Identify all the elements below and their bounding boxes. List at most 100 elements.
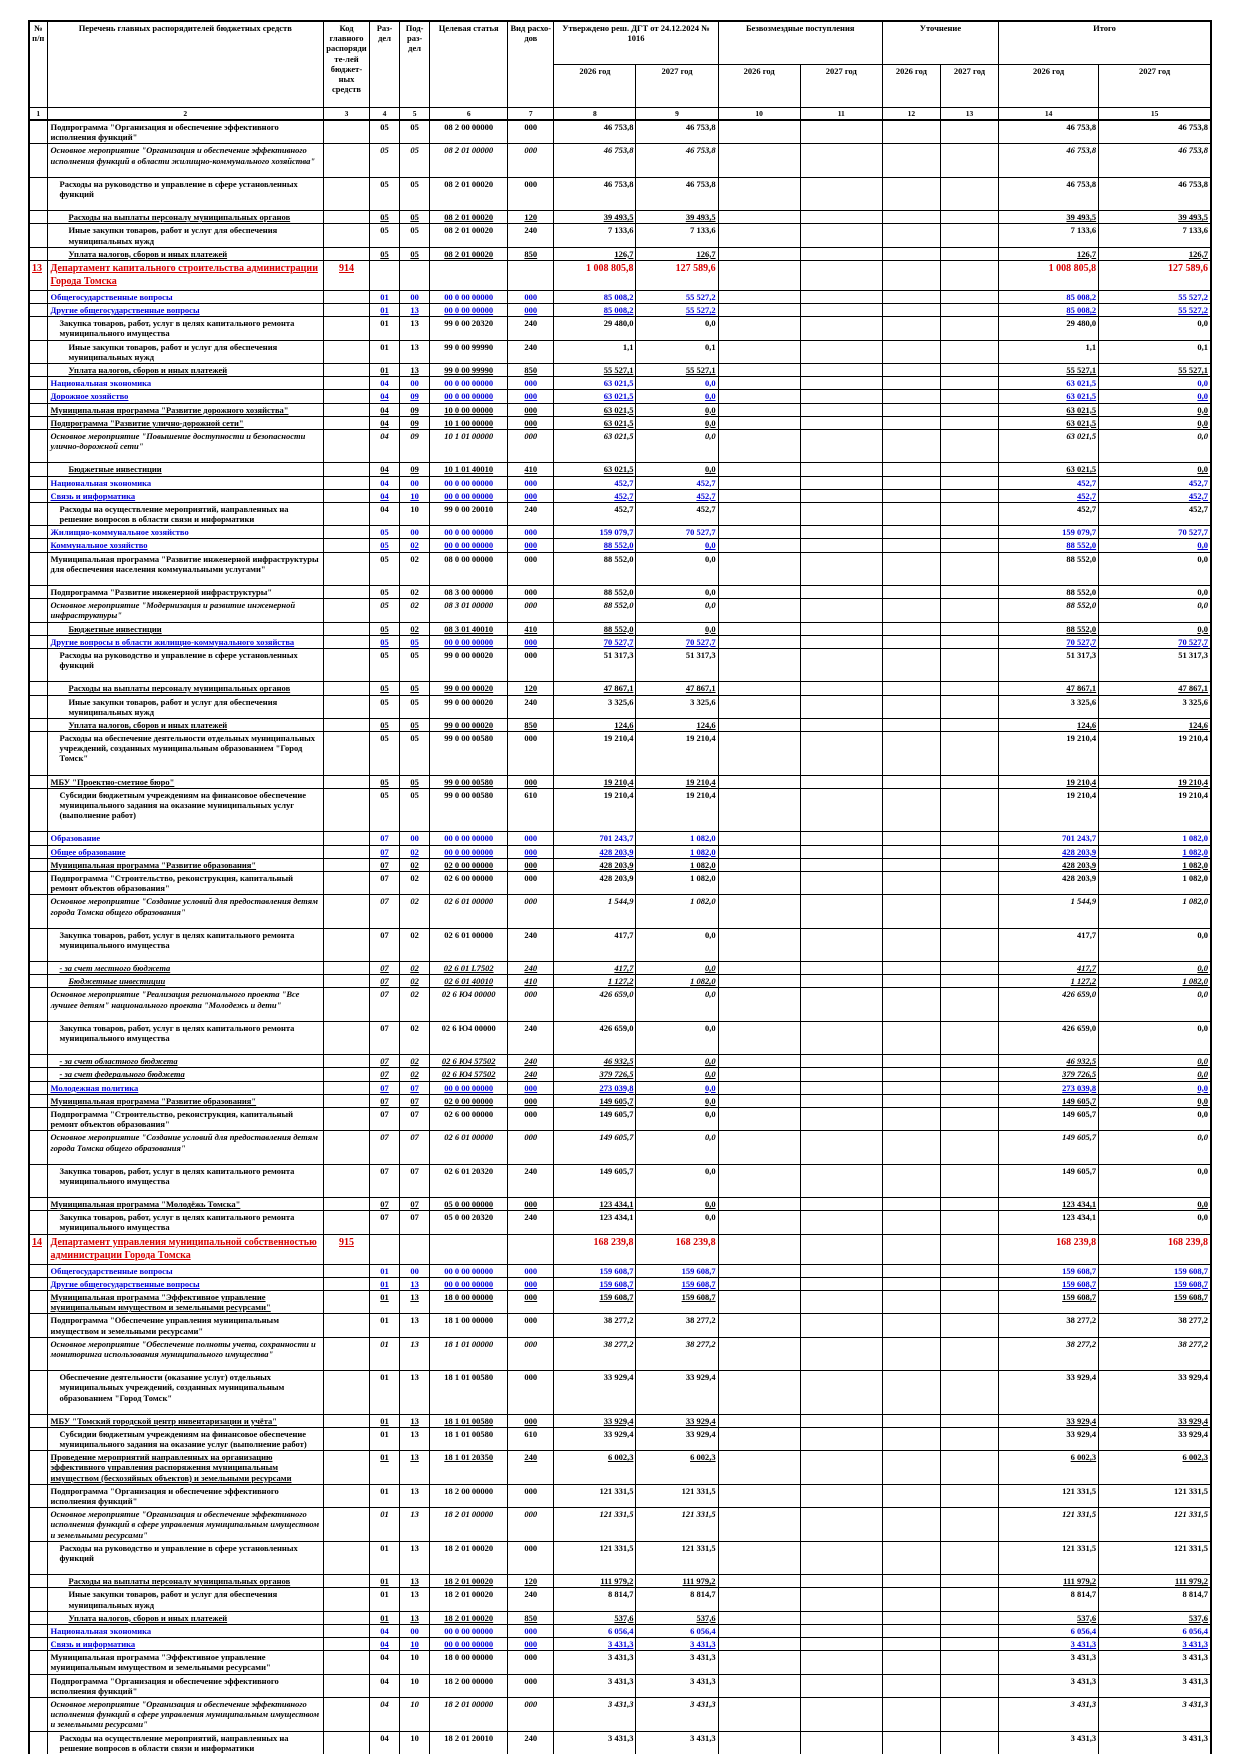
cell-approved-2027: 124,6 xyxy=(635,717,719,733)
cell-approved-2026: 85 008,2 xyxy=(553,289,637,305)
cell-approved-2027: 0,0 xyxy=(635,987,719,1022)
cell-grbs-code: 915 xyxy=(322,1233,371,1265)
column-number: 3 xyxy=(322,107,371,121)
column-number: 8 xyxy=(553,107,637,121)
cell-target-article: 18 1 00 00000 xyxy=(429,1313,509,1338)
cell-gratuitous-2026 xyxy=(717,844,801,859)
table-row: Расходы на выплаты персоналу муниципальн… xyxy=(28,1574,1212,1589)
cell-approved-2027: 0,0 xyxy=(635,1197,719,1212)
cell-podrazdel: 13 xyxy=(399,1336,431,1372)
cell-vid-rashodov: 000 xyxy=(507,1540,555,1576)
cell-vid-rashodov: 240 xyxy=(507,961,555,976)
cell-approved-2026: 168 239,8 xyxy=(553,1233,637,1265)
cell-total-2027: 168 239,8 xyxy=(1098,1233,1212,1265)
header-year: 2026 год xyxy=(998,64,1100,108)
table-row: Расходы на осуществление мероприятий, на… xyxy=(28,501,1212,527)
cell-vid-rashodov: 850 xyxy=(507,246,555,261)
cell-clarification-2026 xyxy=(881,1210,941,1235)
cell-vid-rashodov: 000 xyxy=(507,415,555,430)
cell-row-number xyxy=(28,694,48,719)
cell-grbs-code xyxy=(322,303,371,318)
cell-target-article: 18 2 01 00020 xyxy=(429,1574,509,1589)
cell-grbs-code xyxy=(322,339,371,365)
cell-grbs-code xyxy=(322,961,371,976)
cell-gratuitous-2026 xyxy=(717,598,801,623)
cell-razdel: 05 xyxy=(369,787,401,833)
cell-razdel: 04 xyxy=(369,1650,401,1675)
cell-name: - за счет областного бюджета xyxy=(46,1054,324,1069)
cell-gratuitous-2026 xyxy=(717,694,801,719)
cell-podrazdel: 02 xyxy=(399,551,431,587)
cell-podrazdel: 02 xyxy=(399,584,431,600)
cell-name: Основное мероприятие "Обеспечение полнот… xyxy=(46,1336,324,1372)
cell-vid-rashodov: 000 xyxy=(507,1276,555,1292)
cell-name: Основное мероприятие "Повышение доступно… xyxy=(46,428,324,464)
cell-vid-rashodov xyxy=(507,259,555,291)
cell-approved-2026: 39 493,5 xyxy=(553,210,637,225)
cell-gratuitous-2026 xyxy=(717,1093,801,1108)
cell-clarification-2026 xyxy=(881,389,941,404)
cell-target-article: 00 0 00 00000 xyxy=(429,634,509,649)
cell-name: Закупка товаров, работ, услуг в целях ка… xyxy=(46,1020,324,1056)
cell-podrazdel: 10 xyxy=(399,488,431,503)
cell-approved-2027: 0,0 xyxy=(635,428,719,464)
cell-total-2027: 46 753,8 xyxy=(1098,143,1212,178)
cell-approved-2026: 55 527,1 xyxy=(553,362,637,378)
cell-vid-rashodov: 000 xyxy=(507,857,555,872)
cell-approved-2026: 33 929,4 xyxy=(553,1413,637,1428)
cell-grbs-code xyxy=(322,538,371,553)
cell-total-2027: 126,7 xyxy=(1098,246,1212,261)
cell-clarification-2027 xyxy=(939,462,1000,477)
cell-row-number xyxy=(28,621,48,636)
cell-podrazdel: 02 xyxy=(399,538,431,553)
cell-approved-2026: 85 008,2 xyxy=(553,303,637,318)
cell-approved-2027: 8 814,7 xyxy=(635,1587,719,1612)
cell-gratuitous-2026 xyxy=(717,1623,801,1639)
cell-razdel: 07 xyxy=(369,1020,401,1056)
cell-row-number xyxy=(28,376,48,391)
cell-podrazdel: 02 xyxy=(399,621,431,636)
cell-row-number xyxy=(28,1313,48,1338)
cell-clarification-2026 xyxy=(881,339,941,365)
cell-clarification-2026 xyxy=(881,376,941,391)
cell-clarification-2027 xyxy=(939,339,1000,365)
cell-gratuitous-2027 xyxy=(799,1650,883,1675)
cell-razdel: 04 xyxy=(369,488,401,503)
cell-grbs-code xyxy=(322,316,371,341)
cell-gratuitous-2027 xyxy=(799,831,883,846)
cell-podrazdel: 07 xyxy=(399,1130,431,1165)
cell-razdel: 04 xyxy=(369,501,401,527)
cell-podrazdel: 13 xyxy=(399,1507,431,1542)
cell-name: Подпрограмма "Организация и обеспечение … xyxy=(46,1483,324,1509)
cell-podrazdel: 10 xyxy=(399,501,431,527)
cell-approved-2027: 0,0 xyxy=(635,1210,719,1235)
cell-razdel: 05 xyxy=(369,551,401,587)
cell-gratuitous-2026 xyxy=(717,1413,801,1428)
table-row: МБУ "Томский городской центр инвентариза… xyxy=(28,1413,1212,1428)
cell-total-2027: 70 527,7 xyxy=(1098,634,1212,649)
cell-clarification-2027 xyxy=(939,376,1000,391)
cell-gratuitous-2027 xyxy=(799,1450,883,1485)
cell-clarification-2027 xyxy=(939,870,1000,896)
cell-podrazdel: 02 xyxy=(399,987,431,1022)
cell-name: Закупка товаров, работ, услуг в целях ка… xyxy=(46,927,324,963)
column-number: 15 xyxy=(1098,107,1212,121)
cell-total-2026: 6 002,3 xyxy=(998,1450,1100,1485)
cell-clarification-2026 xyxy=(881,1336,941,1372)
table-row: Другие общегосударственные вопросы 01 13 00… xyxy=(28,303,1212,318)
cell-target-article: 05 0 00 00000 xyxy=(429,1197,509,1212)
table-row: Связь и информатика 04 10 00 0 00 00000 000 4… xyxy=(28,488,1212,503)
cell-row-number xyxy=(28,1574,48,1589)
cell-row-number xyxy=(28,1370,48,1415)
cell-grbs-code xyxy=(322,1067,371,1082)
cell-razdel: 07 xyxy=(369,894,401,929)
cell-podrazdel: 05 xyxy=(399,143,431,178)
cell-podrazdel: 00 xyxy=(399,376,431,391)
cell-total-2026: 3 431,3 xyxy=(998,1697,1100,1732)
cell-total-2026: 63 021,5 xyxy=(998,462,1100,477)
header-year: 2027 год xyxy=(799,64,883,108)
cell-razdel: 05 xyxy=(369,621,401,636)
cell-total-2026: 426 659,0 xyxy=(998,987,1100,1022)
cell-approved-2027: 159 608,7 xyxy=(635,1263,719,1278)
table-row: Муниципальная программа "Молодёжь Томска… xyxy=(28,1197,1212,1212)
